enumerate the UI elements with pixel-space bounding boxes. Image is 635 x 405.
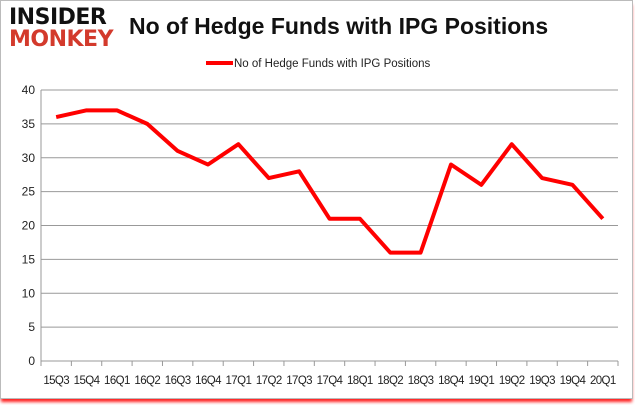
y-tick-label: 0: [28, 354, 35, 368]
y-tick-label: 30: [22, 151, 36, 165]
insider-monkey-logo: INSIDER MONKEY: [9, 5, 114, 52]
x-tick-label: 19Q1: [468, 375, 494, 387]
x-tick-label: 16Q2: [134, 375, 160, 387]
x-tick-label: 19Q2: [499, 375, 525, 387]
y-tick-label: 35: [22, 117, 36, 131]
x-tick-label: 18Q2: [377, 375, 403, 387]
logo-line1: INSIDER: [9, 5, 107, 30]
x-tick-label: 18Q1: [347, 375, 373, 387]
x-tick-label: 15Q4: [74, 375, 101, 387]
x-tick-label: 15Q3: [43, 375, 69, 387]
line-chart: 0 5 10 15 20 25 30 35 40 15Q3 15Q4 16Q1 16Q2 16Q3 16Q4…: [22, 58, 619, 387]
y-tick-label: 40: [22, 83, 36, 97]
x-tick-label: 17Q1: [226, 375, 252, 387]
x-tick-label: 18Q3: [408, 375, 434, 387]
x-tick-label: 19Q4: [560, 375, 587, 387]
x-tick-label: 16Q1: [104, 375, 130, 387]
x-tick-label: 17Q3: [286, 375, 312, 387]
chart-title: No of Hedge Funds with IPG Positions: [129, 13, 549, 39]
x-tick-label: 18Q4: [438, 375, 465, 387]
legend-label: No of Hedge Funds with IPG Positions: [234, 58, 430, 70]
x-tick-label: 17Q2: [256, 375, 282, 387]
y-tick-label: 10: [22, 286, 36, 300]
y-tick-label: 25: [22, 185, 36, 199]
y-tick-label: 20: [22, 219, 36, 233]
x-tick-label: 16Q3: [165, 375, 191, 387]
y-tick-label: 15: [22, 252, 36, 266]
x-tick-label: 17Q4: [317, 375, 344, 387]
x-tick-label: 20Q1: [590, 375, 616, 387]
series-line: [55, 108, 605, 255]
x-tick-label: 19Q3: [529, 375, 555, 387]
y-tick-label: 5: [28, 320, 35, 334]
logo-line2: MONKEY: [9, 27, 114, 52]
x-tick-label: 16Q4: [195, 375, 222, 387]
